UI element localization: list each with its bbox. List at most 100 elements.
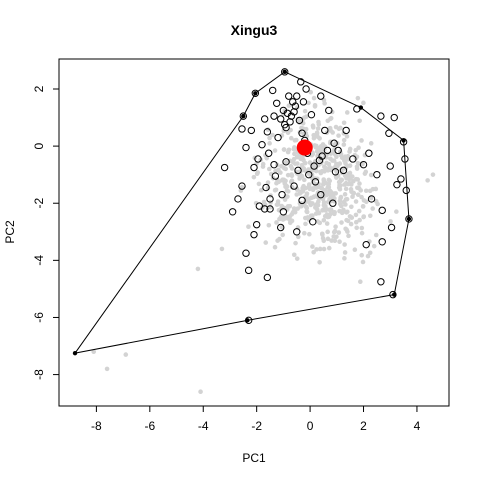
highlighted-point (389, 290, 397, 299)
centroid-point (296, 139, 313, 156)
highlighted-point (279, 208, 288, 216)
background-point (278, 170, 283, 175)
background-point (294, 256, 300, 261)
background-point (267, 141, 272, 146)
background-point (310, 244, 315, 249)
background-point (338, 194, 344, 200)
highlighted-point (402, 186, 410, 195)
highlighted-point (251, 89, 260, 97)
y-axis: -8 -6 -4 -2 0 2 (32, 85, 59, 380)
background-point (349, 204, 354, 210)
highlighted-point (273, 99, 281, 107)
background-point (343, 186, 349, 192)
background-point (274, 220, 279, 225)
highlighted-point (405, 215, 413, 223)
highlighted-point (285, 92, 293, 100)
highlighted-point (342, 126, 350, 135)
background-point (320, 232, 325, 237)
background-point (341, 120, 347, 126)
background-point (251, 174, 257, 180)
background-point (373, 232, 379, 238)
hull-vertex (245, 318, 250, 323)
y-tick-label: 0 (32, 142, 46, 149)
background-point (347, 170, 353, 176)
background-point (336, 230, 342, 235)
background-point (285, 216, 291, 221)
hull-vertex (406, 216, 412, 222)
background-point (342, 158, 347, 163)
highlighted-point (242, 143, 250, 152)
background-point (321, 217, 327, 223)
background-point (301, 183, 306, 189)
background-point (295, 187, 300, 192)
background-point (306, 167, 311, 172)
background-point (343, 202, 348, 207)
background-point (358, 162, 364, 167)
highlighted-point (278, 190, 286, 199)
background-points-layer (91, 89, 436, 395)
background-point (323, 165, 329, 171)
background-point (308, 202, 314, 208)
background-point (367, 239, 372, 244)
x-tick-label: -4 (198, 419, 209, 433)
highlighted-point (270, 112, 278, 120)
background-point (302, 108, 308, 114)
background-point (324, 212, 330, 217)
highlighted-point (317, 190, 325, 199)
background-point (330, 158, 335, 163)
highlighted-point (359, 160, 368, 169)
background-point (294, 192, 300, 197)
background-point (272, 187, 278, 193)
background-point (318, 147, 323, 152)
background-point (371, 243, 377, 249)
background-point (288, 135, 294, 141)
highlighted-point (386, 162, 394, 170)
highlighted-point (234, 195, 242, 203)
background-point (303, 114, 309, 120)
background-point (289, 173, 295, 178)
background-point (104, 366, 110, 372)
background-point (331, 234, 336, 239)
highlighted-point (238, 182, 246, 190)
highlighted-point (318, 152, 326, 160)
background-point (328, 116, 333, 122)
background-point (357, 217, 362, 223)
background-point (282, 197, 288, 202)
y-tick-label: -2 (32, 198, 46, 209)
highlighted-point (277, 115, 285, 123)
highlighted-point (401, 155, 409, 163)
background-point (327, 125, 333, 131)
background-point (260, 161, 266, 167)
highlighted-point (293, 228, 301, 236)
highlighted-point (377, 278, 385, 286)
background-point (359, 194, 364, 200)
highlighted-point (289, 98, 297, 106)
background-point (279, 163, 284, 169)
background-point (368, 141, 374, 146)
background-point (370, 206, 376, 211)
background-point (91, 349, 97, 355)
background-point (354, 164, 360, 170)
background-point (282, 181, 288, 186)
background-point (358, 279, 363, 284)
background-point (341, 137, 347, 143)
background-point (375, 201, 380, 207)
background-point (327, 165, 333, 170)
background-point (328, 151, 334, 156)
background-point (320, 235, 326, 241)
background-point (362, 171, 368, 176)
highlighted-point (378, 206, 386, 215)
background-point (320, 181, 326, 187)
background-point (316, 119, 321, 125)
background-point (246, 224, 251, 229)
background-point (341, 131, 347, 136)
hull-vertex (241, 113, 246, 119)
background-point (302, 160, 308, 166)
highlighted-point (362, 240, 370, 249)
background-point (272, 148, 278, 153)
background-point (280, 217, 286, 222)
background-point (296, 234, 301, 240)
background-point (348, 176, 353, 181)
y-tick-label: -6 (32, 312, 46, 323)
background-point (311, 95, 317, 101)
